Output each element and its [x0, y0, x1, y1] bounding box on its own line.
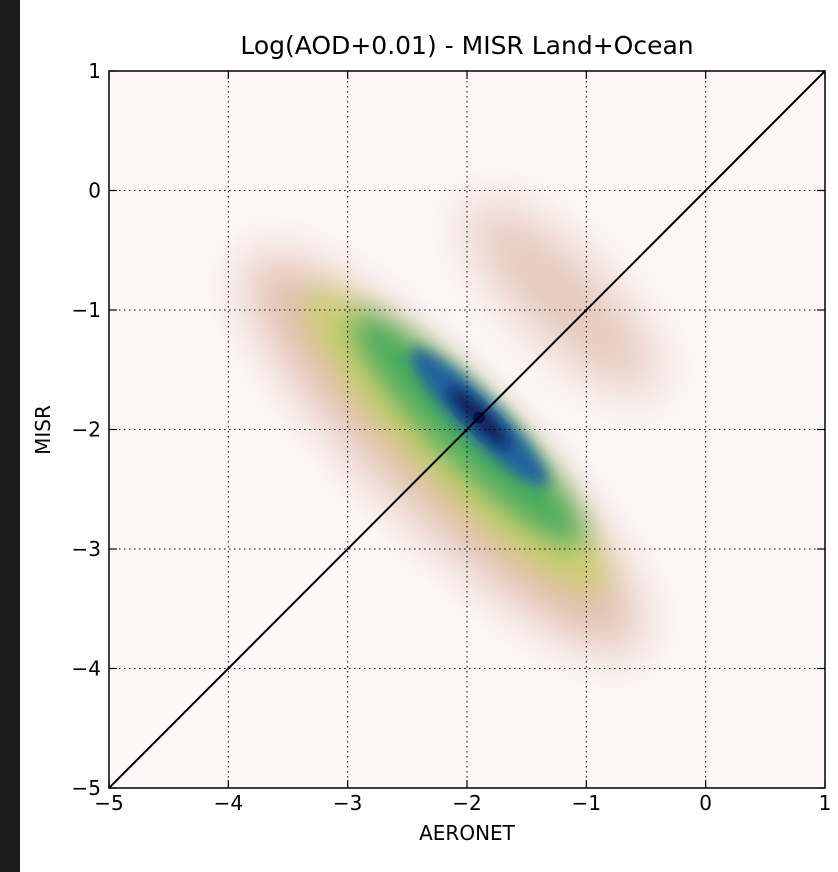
x-tick-label: 1 [819, 791, 832, 815]
y-tick-label: −4 [72, 657, 101, 681]
y-tick-label: −1 [72, 298, 101, 322]
x-tick-label: −3 [333, 791, 362, 815]
chart-title: Log(AOD+0.01) - MISR Land+Ocean [240, 31, 693, 60]
x-tick-label: 0 [699, 791, 712, 815]
y-tick-label: −3 [72, 537, 101, 561]
density-layer [465, 200, 660, 396]
chart-svg: Log(AOD+0.01) - MISR Land+Ocean −5 −4 −3 −2… [31, 31, 831, 845]
y-tick-label: −2 [72, 418, 101, 442]
reference-line-group [109, 71, 825, 788]
x-tick-label: −1 [572, 791, 601, 815]
x-tick-label: −4 [214, 791, 243, 815]
reference-line [109, 71, 825, 788]
y-tick-label: −5 [72, 776, 101, 800]
chart-figure: Log(AOD+0.01) - MISR Land+Ocean −5 −4 −3 −2… [20, 0, 838, 872]
x-tick-label: −2 [452, 791, 481, 815]
x-axis-ticks: −5 −4 −3 −2 −1 0 1 [94, 71, 831, 815]
y-axis-label: MISR [31, 405, 55, 455]
x-axis-label: AERONET [419, 821, 516, 845]
y-tick-label: 0 [88, 179, 101, 203]
x-tick-label: −5 [94, 791, 123, 815]
y-tick-label: 1 [88, 59, 101, 83]
y-axis-ticks: −5 −4 −3 −2 −1 0 1 [72, 59, 825, 800]
